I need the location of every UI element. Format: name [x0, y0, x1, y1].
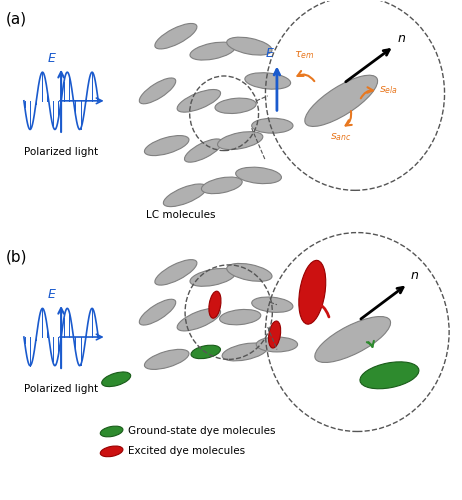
Ellipse shape	[155, 24, 197, 49]
Ellipse shape	[100, 446, 123, 456]
Ellipse shape	[145, 136, 189, 156]
Ellipse shape	[236, 167, 281, 184]
Ellipse shape	[252, 118, 293, 133]
Ellipse shape	[140, 78, 176, 104]
Ellipse shape	[227, 37, 272, 55]
Ellipse shape	[268, 321, 281, 348]
Ellipse shape	[145, 350, 189, 370]
Text: $n$: $n$	[397, 32, 406, 44]
Text: (a): (a)	[6, 12, 27, 26]
Ellipse shape	[155, 260, 197, 285]
Text: $\tau_{em}$: $\tau_{em}$	[294, 50, 315, 61]
Ellipse shape	[177, 308, 220, 331]
Text: $s_{anc}$: $s_{anc}$	[330, 132, 352, 143]
Text: Excited dye molecules: Excited dye molecules	[128, 446, 245, 456]
Text: Polarized light: Polarized light	[24, 384, 98, 394]
Ellipse shape	[164, 184, 207, 206]
Ellipse shape	[215, 98, 256, 114]
Text: (b): (b)	[6, 250, 27, 265]
Text: $s_{ela}$: $s_{ela}$	[379, 84, 398, 96]
Ellipse shape	[184, 139, 222, 162]
Ellipse shape	[222, 343, 267, 361]
Text: $E$: $E$	[47, 52, 57, 65]
Ellipse shape	[102, 372, 131, 386]
Ellipse shape	[140, 299, 176, 325]
Ellipse shape	[191, 345, 220, 358]
Text: $E$: $E$	[47, 288, 57, 301]
Ellipse shape	[218, 132, 263, 150]
Text: LC molecules: LC molecules	[146, 210, 215, 220]
Ellipse shape	[177, 90, 220, 112]
Ellipse shape	[219, 310, 261, 325]
Text: Ground-state dye molecules: Ground-state dye molecules	[128, 426, 275, 436]
Text: $n$: $n$	[410, 270, 419, 282]
Ellipse shape	[245, 72, 291, 89]
Ellipse shape	[252, 297, 293, 312]
Ellipse shape	[100, 426, 123, 437]
Ellipse shape	[299, 260, 326, 324]
Ellipse shape	[315, 316, 390, 362]
Ellipse shape	[190, 268, 235, 286]
Ellipse shape	[209, 291, 221, 318]
Ellipse shape	[227, 264, 272, 281]
Ellipse shape	[201, 177, 242, 194]
Ellipse shape	[256, 337, 298, 352]
Text: $E$: $E$	[265, 47, 275, 60]
Ellipse shape	[305, 75, 377, 126]
Ellipse shape	[360, 362, 419, 389]
Text: Polarized light: Polarized light	[24, 148, 98, 158]
Ellipse shape	[190, 42, 235, 60]
